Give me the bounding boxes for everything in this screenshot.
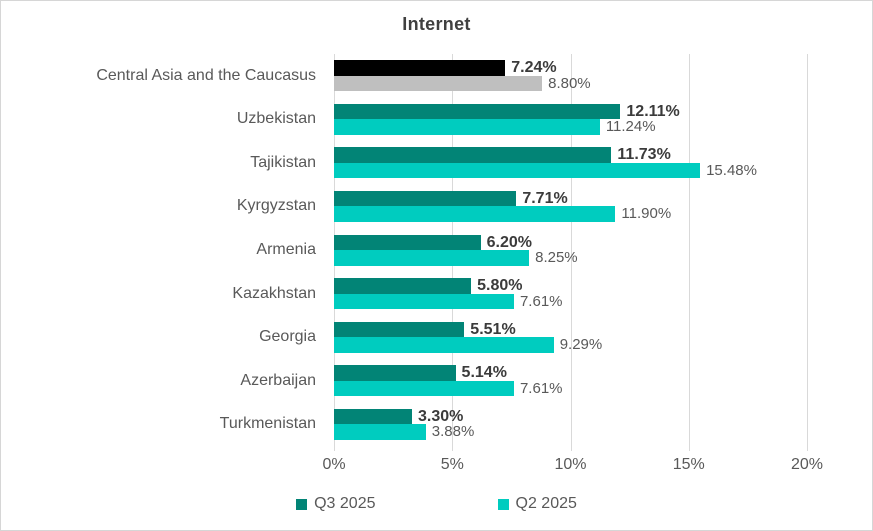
bar-group: 5.14% 7.61% <box>334 359 807 403</box>
bar-line: 12.11% <box>334 104 807 120</box>
bar-q2-2025 <box>334 293 514 310</box>
bar-q3-2025 <box>334 103 621 120</box>
bar-group: 11.73% 15.48% <box>334 141 807 185</box>
bar-line: 7.24% <box>334 60 807 76</box>
value-label: 11.73% <box>617 146 671 164</box>
bar-line: 9.29% <box>334 337 807 353</box>
category-label: Kazakhstan <box>232 284 316 302</box>
value-label: 7.61% <box>519 379 563 397</box>
plot-area: 7.24% 8.80% 12.11% 11.24% 11.73% 15.48% 7.71% 1… <box>334 54 808 451</box>
bar-q3-2025 <box>334 365 456 381</box>
bar-q3-2025 <box>334 60 506 76</box>
bar-group: 3.30% 3.88% <box>334 403 807 447</box>
x-tick-label: 15% <box>672 456 705 473</box>
bar-q3-2025 <box>334 278 472 294</box>
legend-item: Q2 2025 <box>497 495 577 513</box>
gridline <box>807 54 808 446</box>
x-tick-label: 10% <box>554 456 587 473</box>
bar-line: 8.80% <box>334 76 807 92</box>
value-label: 9.29% <box>559 336 603 354</box>
bar-q3-2025 <box>334 408 413 425</box>
bar-line: 5.80% <box>334 278 807 294</box>
x-tick-label: 5% <box>440 456 464 473</box>
legend-label: Q3 2025 <box>314 495 376 512</box>
bar-q2-2025 <box>334 250 530 266</box>
value-label: 7.61% <box>519 292 563 310</box>
legend-swatch-icon <box>296 498 308 510</box>
bar-group: 7.71% 11.90% <box>334 185 807 229</box>
bar-line: 7.61% <box>334 294 807 310</box>
bar-line: 3.88% <box>334 424 807 440</box>
axis-tick-mark <box>807 446 808 451</box>
bar-group: 12.11% 11.24% <box>334 98 807 142</box>
chart-title: Internet <box>402 14 471 34</box>
gridline <box>570 54 572 446</box>
legend-item: Q3 2025 <box>296 495 376 513</box>
bar-line: 11.24% <box>334 119 807 135</box>
bar-q2-2025 <box>334 380 514 397</box>
category-label: Turkmenistan <box>219 415 316 433</box>
bar-line: 8.25% <box>334 250 807 266</box>
axis-tick-mark <box>570 446 572 451</box>
x-axis: 0% 5% 10% 15% 20% <box>322 456 823 476</box>
bar-q2-2025 <box>334 206 616 222</box>
category-label: Armenia <box>256 241 316 259</box>
bar-q2-2025 <box>334 75 543 92</box>
value-label: 7.71% <box>522 189 568 207</box>
bar-q2-2025 <box>334 162 701 179</box>
bar-q2-2025 <box>334 337 554 353</box>
value-label: 11.90% <box>621 205 672 223</box>
category-label: Central Asia and the Caucasus <box>96 66 316 84</box>
bar-line: 3.30% <box>334 409 807 425</box>
category-label: Azerbaijan <box>240 371 316 389</box>
category-label: Uzbekistan <box>236 110 316 128</box>
x-tick-label: 20% <box>790 456 824 473</box>
value-label: 12.11% <box>626 102 680 120</box>
category-axis: Central Asia and the Caucasus Uzbekistan T… <box>1 54 326 446</box>
bar-q2-2025 <box>334 119 600 135</box>
bar-line: 15.48% <box>334 163 807 179</box>
bar-line: 7.61% <box>334 381 807 397</box>
axis-tick-mark <box>688 446 690 451</box>
axis-tick-mark <box>452 446 454 451</box>
value-label: 6.20% <box>486 233 532 251</box>
bar-group: 6.20% 8.25% <box>334 228 807 272</box>
bar-line: 11.90% <box>334 206 807 222</box>
value-label: 5.14% <box>461 364 507 382</box>
bar-q3-2025 <box>334 190 517 207</box>
value-label: 15.48% <box>706 161 757 179</box>
bar-group: 5.51% 9.29% <box>334 315 807 359</box>
gridline <box>688 54 690 446</box>
x-tick-label: 0% <box>322 456 346 473</box>
value-label: 7.24% <box>511 59 557 77</box>
bar-line: 11.73% <box>334 147 807 163</box>
bar-q3-2025 <box>334 234 481 251</box>
value-label: 11.24% <box>605 118 656 136</box>
axis-tick-mark <box>334 446 335 451</box>
category-label: Tajikistan <box>250 153 316 171</box>
bar-q2-2025 <box>334 424 426 440</box>
value-label: 8.80% <box>548 74 591 92</box>
bar-group: 7.24% 8.80% <box>334 54 807 98</box>
bar-line: 5.14% <box>334 365 807 381</box>
legend: Q3 2025 Q2 2025 <box>1 495 872 513</box>
bar-line: 5.51% <box>334 320 807 338</box>
legend-swatch-icon <box>497 498 509 510</box>
value-label: 5.80% <box>477 277 523 295</box>
value-label: 8.25% <box>535 249 578 267</box>
value-label: 3.88% <box>431 423 475 441</box>
bar-q3-2025 <box>334 321 465 338</box>
bar-line: 6.20% <box>334 233 807 251</box>
bar-group: 5.80% 7.61% <box>334 272 807 316</box>
bar-q3-2025 <box>334 147 612 163</box>
legend-label: Q2 2025 <box>515 495 577 512</box>
value-label: 5.51% <box>470 320 516 338</box>
category-label: Kyrgyzstan <box>236 197 316 215</box>
value-label: 3.30% <box>418 407 464 425</box>
category-label: Georgia <box>259 328 316 346</box>
bar-line: 7.71% <box>334 191 807 207</box>
